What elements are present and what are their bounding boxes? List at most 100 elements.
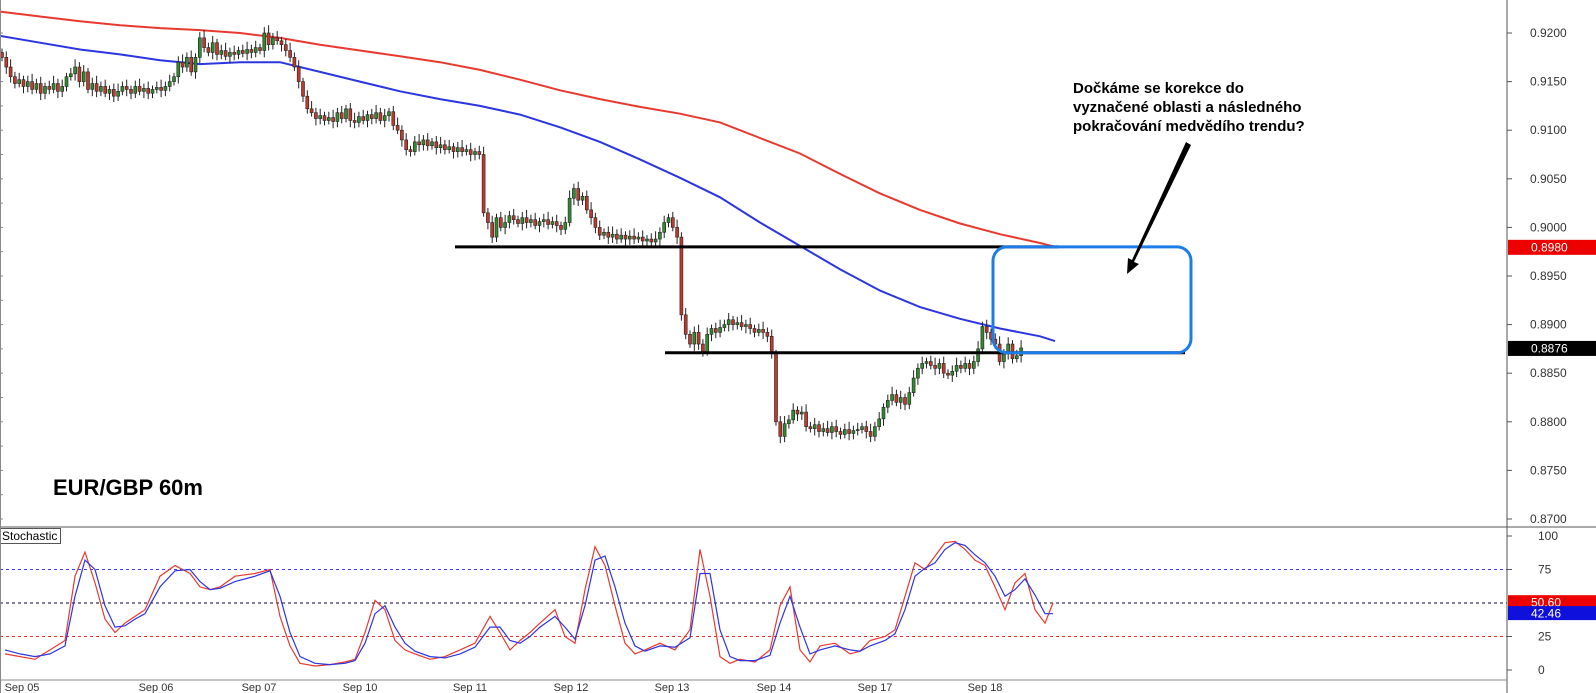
candle-down	[331, 117, 335, 122]
candle-down	[361, 116, 366, 121]
candle-down	[701, 343, 705, 353]
candle-down	[640, 236, 645, 242]
candle-up	[658, 231, 662, 240]
candle-down	[275, 37, 280, 42]
candle-down	[731, 319, 735, 325]
candle-down	[266, 32, 271, 45]
candle-down	[468, 149, 473, 155]
candle-down	[688, 334, 692, 345]
candle-down	[232, 52, 236, 55]
candle-up	[851, 430, 856, 434]
candle-down	[490, 222, 495, 238]
candle-up	[318, 115, 323, 119]
candle-down	[180, 61, 185, 68]
candle-up	[455, 147, 460, 152]
candle-up	[898, 397, 903, 403]
candle-down	[778, 421, 783, 437]
candle-down	[86, 71, 90, 90]
candle-down	[615, 233, 619, 240]
candle-down	[516, 219, 520, 224]
candle-down	[597, 227, 602, 236]
candle-down	[288, 50, 292, 58]
candle-down	[425, 139, 430, 147]
date-tick-label: Sep 17	[858, 682, 893, 693]
candle-down	[546, 219, 550, 225]
candle-down	[679, 236, 684, 316]
candle-down	[206, 47, 211, 53]
candle-up	[980, 326, 985, 350]
candle-up	[43, 86, 47, 94]
candle-down	[817, 424, 821, 432]
candle-up	[155, 87, 159, 90]
candle-up	[326, 117, 331, 121]
candle-down	[283, 44, 288, 51]
stochastic-tick-label: 0	[1538, 663, 1545, 677]
date-tick-label: Sep 07	[242, 682, 277, 693]
candle-down	[8, 66, 13, 78]
candle-up	[550, 221, 555, 225]
candle-down	[77, 66, 82, 82]
candle-down	[30, 81, 34, 90]
candle-down	[825, 428, 830, 433]
candle-down	[554, 221, 559, 226]
candle-up	[692, 332, 697, 345]
candle-up	[236, 50, 241, 55]
candle-up	[494, 217, 499, 238]
candle-up	[344, 108, 348, 119]
candle-down	[774, 353, 778, 423]
candle-up	[726, 319, 731, 325]
price-tick-label: 0.9050	[1530, 172, 1567, 186]
candle-down	[339, 112, 344, 119]
candle-down	[159, 87, 163, 91]
candle-up	[756, 329, 761, 333]
candle-down	[481, 154, 486, 214]
candle-down	[739, 322, 744, 327]
price-tick-label: 0.8950	[1530, 269, 1567, 283]
candle-up	[262, 32, 267, 51]
candle-down	[305, 95, 310, 110]
price-tick-label: 0.8700	[1530, 512, 1567, 526]
candle-down	[249, 49, 254, 53]
candle-down	[202, 37, 206, 48]
candle-down	[868, 431, 873, 437]
candle-up	[916, 368, 920, 379]
candle-down	[378, 112, 383, 121]
candle-up	[572, 188, 576, 199]
candle-down	[576, 188, 581, 201]
candle-down	[443, 144, 447, 150]
candle-down	[486, 212, 490, 223]
candle-down	[584, 195, 589, 211]
candle-down	[903, 397, 907, 405]
candle-down	[933, 365, 937, 369]
candle-up	[873, 426, 877, 437]
candle-up	[950, 370, 955, 376]
price-badge	[1508, 239, 1596, 255]
chart-title: EUR/GBP 60m	[53, 475, 203, 500]
candle-up	[830, 426, 834, 433]
candle-up	[1002, 353, 1006, 362]
candle-up	[567, 197, 572, 223]
candle-down	[589, 209, 593, 218]
candle-down	[623, 234, 628, 240]
candle-up	[812, 424, 817, 429]
candle-up	[705, 334, 710, 353]
candle-down	[804, 411, 808, 427]
candle-down	[47, 86, 52, 90]
candle-up	[60, 86, 65, 92]
price-tick-label: 0.9000	[1530, 220, 1567, 234]
candle-up	[907, 392, 912, 405]
candle-up	[610, 233, 615, 238]
date-tick-label: Sep 18	[968, 682, 1003, 693]
candle-down	[984, 326, 989, 333]
candle-up	[69, 73, 73, 78]
candle-up	[627, 235, 632, 240]
candle-down	[795, 409, 800, 415]
candle-down	[559, 225, 563, 230]
candle-down	[477, 151, 482, 155]
stochastic-tick-label: 25	[1538, 630, 1552, 644]
candle-down	[314, 112, 318, 119]
candle-up	[374, 112, 378, 119]
candle-up	[976, 348, 980, 362]
candle-up	[954, 365, 959, 372]
